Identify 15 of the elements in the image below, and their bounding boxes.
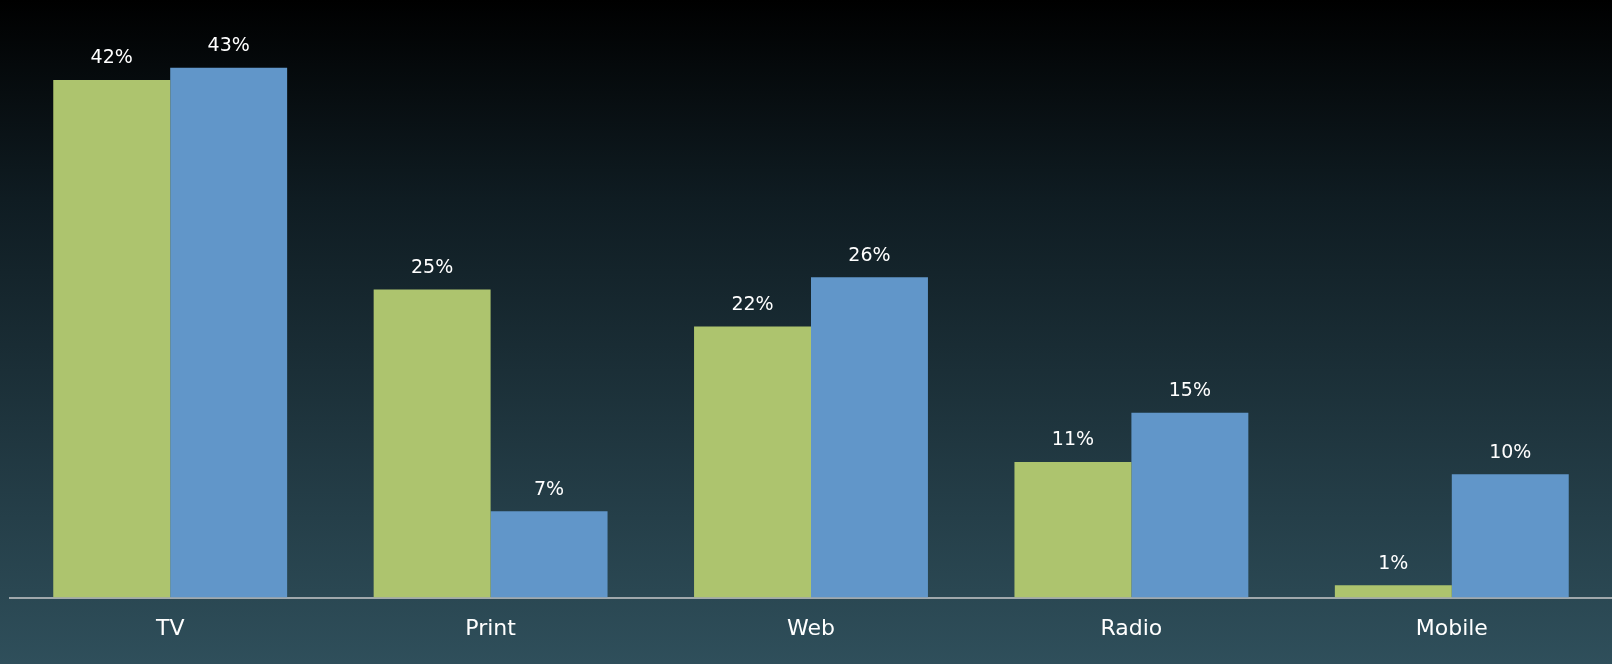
x-tick-label: Print <box>465 614 517 640</box>
data-label: 15% <box>1168 378 1211 401</box>
x-tick-label: Web <box>787 614 835 640</box>
data-label: 25% <box>411 254 454 277</box>
data-label: 42% <box>90 45 133 68</box>
data-label: 26% <box>848 242 891 265</box>
x-tick-label: TV <box>154 614 185 640</box>
data-label: 7% <box>533 476 565 499</box>
data-label: 43% <box>207 33 250 56</box>
data-label: 1% <box>1378 550 1409 573</box>
x-tick-label: Mobile <box>1415 614 1488 640</box>
data-label: 10% <box>1489 439 1532 462</box>
x-tick-label: Radio <box>1100 614 1163 640</box>
data-label: 22% <box>731 291 774 314</box>
data-label: 11% <box>1051 427 1095 450</box>
